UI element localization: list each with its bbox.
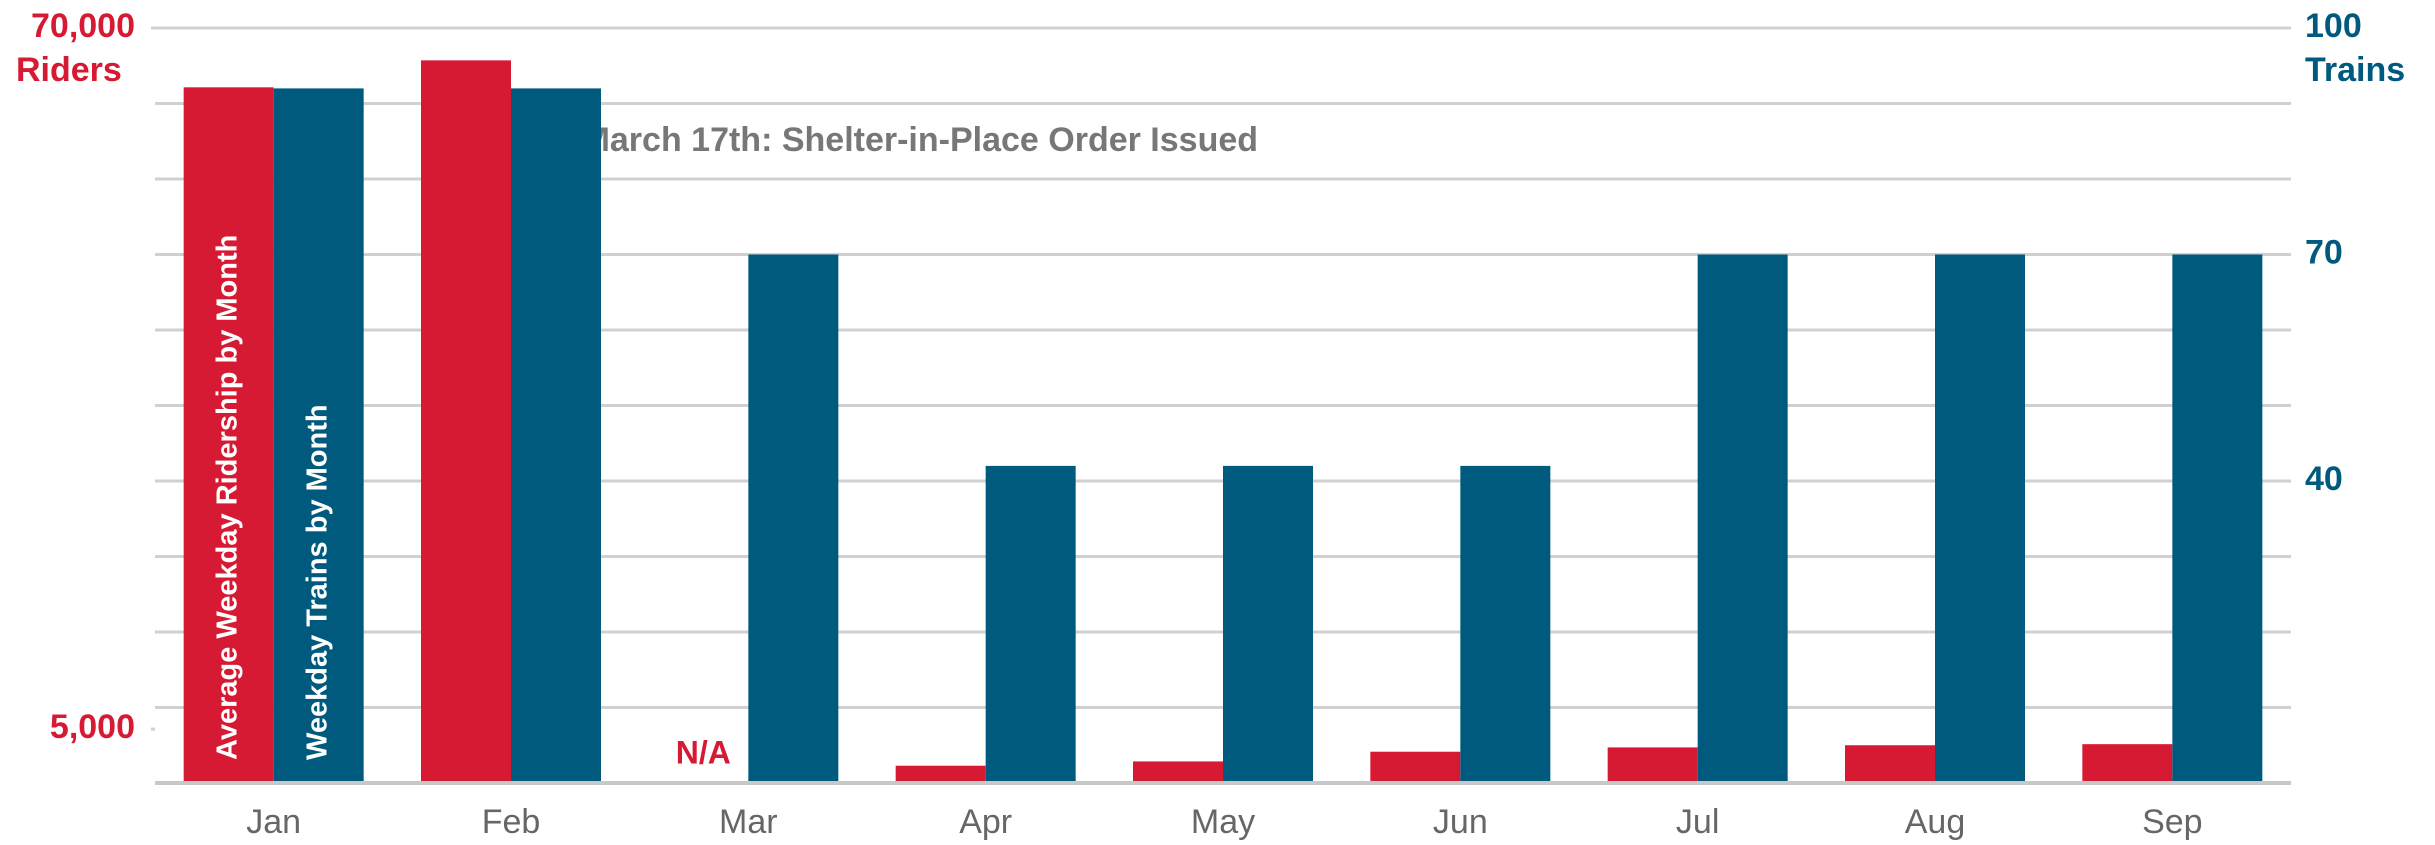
legend-label: Average Weekday Ridership by Month — [211, 235, 243, 760]
bar — [1607, 747, 1698, 783]
y-tick-label: 70,000 — [31, 7, 135, 45]
bar — [2172, 254, 2263, 783]
bar — [273, 88, 364, 783]
bar — [183, 87, 274, 784]
x-tick-label: May — [1191, 803, 1255, 841]
y-axis-label: Riders — [16, 51, 122, 89]
bar — [1845, 745, 1935, 783]
x-tick-label: Apr — [959, 803, 1012, 841]
x-tick-label: Mar — [719, 803, 778, 841]
bar — [511, 88, 601, 783]
bar — [748, 254, 839, 783]
legend-label: Weekday Trains by Month — [301, 404, 333, 760]
bar — [1223, 465, 1313, 783]
x-tick-label: Jul — [1676, 803, 1719, 841]
bar — [1935, 254, 2025, 783]
x-tick-label: Jun — [1433, 803, 1488, 841]
bar — [1370, 751, 1461, 783]
y2-tick-label: 40 — [2305, 460, 2343, 498]
y2-tick-label: 100 — [2305, 7, 2362, 45]
bar — [895, 765, 986, 783]
x-tick-label: Jan — [246, 803, 301, 841]
bar — [421, 60, 511, 784]
bar — [1460, 465, 1551, 783]
bar — [985, 465, 1076, 783]
y-tick-label: 5,000 — [50, 708, 135, 746]
value-label: N/A — [676, 734, 731, 770]
bar — [1697, 254, 1788, 783]
y2-axis-label: Trains — [2305, 51, 2405, 89]
y2-tick-label: 70 — [2305, 233, 2343, 271]
x-tick-label: Aug — [1905, 803, 1966, 841]
bar — [2082, 744, 2173, 783]
x-tick-label: Sep — [2142, 803, 2203, 841]
x-tick-label: Feb — [482, 803, 541, 841]
bar — [1133, 761, 1223, 783]
annotation: March 17th: Shelter-in-Place Order Issue… — [582, 121, 1258, 159]
